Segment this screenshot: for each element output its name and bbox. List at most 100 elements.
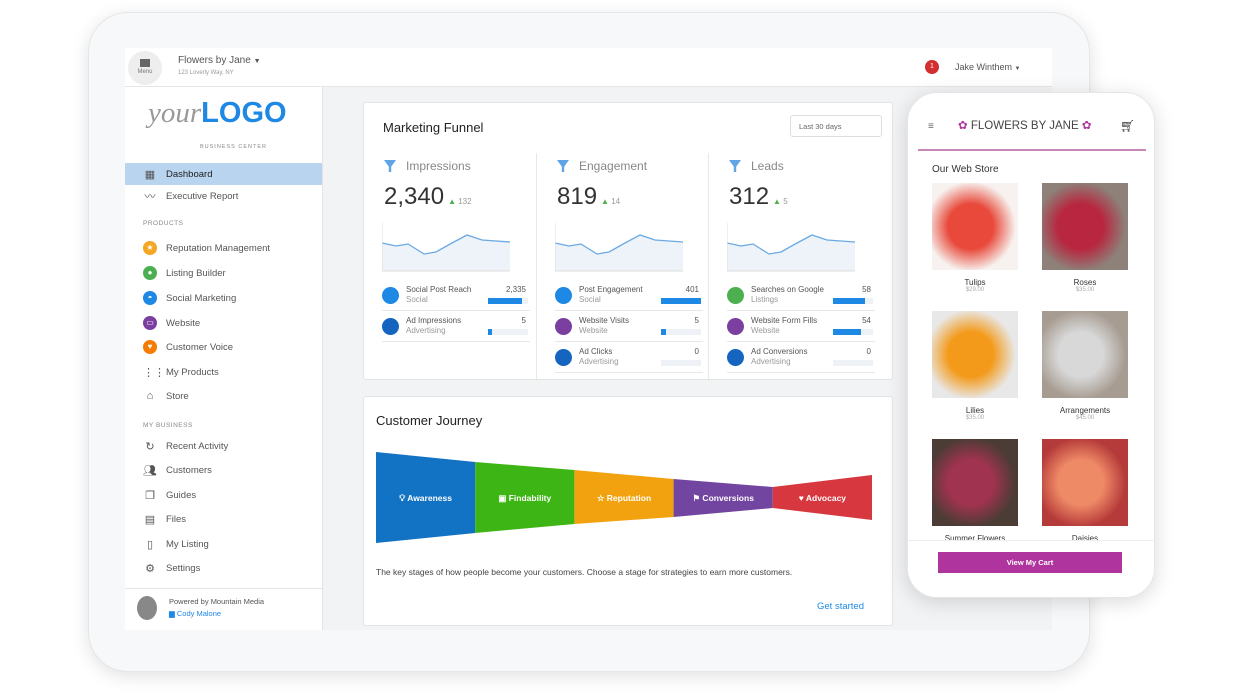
caret-down-icon: ▼ xyxy=(1014,66,1021,72)
product-card[interactable]: Arrangements $45.00 xyxy=(1042,311,1128,421)
phone-mockup: ≡ ✿ FLOWERS BY JANE ✿ 🛒︎ Our Web Store T… xyxy=(907,92,1155,598)
product-image xyxy=(1042,311,1128,398)
journey-stage-reputation[interactable]: ☆ Reputation xyxy=(574,470,674,524)
journey-stage-findability[interactable]: ▣ Findability xyxy=(475,462,575,533)
sidebar-item-recent-activity[interactable]: ↻ Recent Activity xyxy=(125,435,322,457)
journey-funnel: 💡︎ Awareness ▣ Findability ☆ Reputation ⚑ C… xyxy=(376,452,872,543)
journey-stage-conversions[interactable]: ⚑ Conversions xyxy=(673,479,773,517)
source-icon xyxy=(382,318,399,335)
menu-button[interactable]: Menu xyxy=(128,51,162,85)
nav-label: Guides xyxy=(166,489,197,501)
section-title: Our Web Store xyxy=(932,164,999,175)
gear-icon: ⚙ xyxy=(145,562,155,575)
nav-label: Settings xyxy=(166,562,201,574)
metric-row[interactable]: Website Form Fills Website 54 xyxy=(727,314,875,342)
website-icon: ▭ xyxy=(143,316,157,330)
funnel-icon xyxy=(384,160,396,172)
metric-value: 2,340 ▲ 132 xyxy=(384,183,472,210)
metric-delta: ▲ 5 xyxy=(773,197,788,206)
up-arrow-icon: ▲ xyxy=(448,197,456,206)
sidebar-item-my-products[interactable]: ⋮⋮ My Products xyxy=(125,361,322,383)
metric-row[interactable]: Ad Impressions Advertising 5 xyxy=(382,314,530,342)
sidebar-item-customers[interactable]: 👥︎ Customers xyxy=(125,459,322,481)
product-card[interactable]: Roses $35.00 xyxy=(1042,183,1128,293)
metric-row[interactable]: Post Engagement Social 401 xyxy=(555,283,703,311)
nav-label: Store xyxy=(166,390,189,402)
sidebar-item-store[interactable]: ⌂ Store xyxy=(125,385,322,407)
metric-row[interactable]: Searches on Google Listings 58 xyxy=(727,283,875,311)
section-products: PRODUCTS xyxy=(143,220,184,227)
stage-label: ⚑ Conversions xyxy=(692,493,754,503)
funnel-icon xyxy=(557,160,569,172)
metric-row[interactable]: Ad Conversions Advertising 0 xyxy=(727,345,875,373)
notification-count: 1 xyxy=(930,63,934,70)
sidebar-item-executive-report[interactable]: 〰 Executive Report xyxy=(125,185,322,207)
progress-bar xyxy=(833,298,873,304)
product-image xyxy=(932,311,1018,398)
notification-icon[interactable]: 1 xyxy=(925,60,939,74)
sidebar-item-dashboard[interactable]: ▦ Dashboard xyxy=(125,163,322,185)
user-menu[interactable]: Jake Winthem ▼ xyxy=(955,62,1021,72)
get-started-link[interactable]: Get started xyxy=(817,601,864,612)
funnel-column-leads: Leads 312 ▲ 5 Searches on Google Listings 5… xyxy=(708,153,878,381)
funnel-icon xyxy=(729,160,741,172)
sidebar-item-settings[interactable]: ⚙ Settings xyxy=(125,557,322,579)
stage-label: ☆ Reputation xyxy=(597,493,651,503)
file-icon: ▤ xyxy=(144,513,156,526)
sparkline xyxy=(727,223,855,272)
nav-label: Recent Activity xyxy=(166,440,229,452)
sidebar-item-reputation[interactable]: ★ Reputation Management xyxy=(125,237,322,259)
cart-icon[interactable]: 🛒︎ xyxy=(1120,119,1136,133)
product-card[interactable]: Daisies xyxy=(1042,439,1128,543)
sidebar-item-social-marketing[interactable]: ◓ Social Marketing xyxy=(125,287,322,309)
product-card[interactable]: Lilies $35.00 xyxy=(932,311,1018,421)
journey-stage-awareness[interactable]: 💡︎ Awareness xyxy=(376,452,476,543)
marketing-funnel-card: Marketing Funnel Last 30 days Impression… xyxy=(363,102,893,381)
business-switcher[interactable]: Flowers by Jane ▼ xyxy=(178,55,261,66)
nav-label: My Listing xyxy=(166,538,209,550)
store-icon xyxy=(140,59,150,67)
sidebar-item-customer-voice[interactable]: ♥ Customer Voice xyxy=(125,336,322,358)
progress-bar xyxy=(833,329,873,335)
phone-icon: ▯ xyxy=(146,538,154,551)
view-cart-button[interactable]: View My Cart xyxy=(938,552,1122,573)
contact-link[interactable]: ▆ Cody Malone xyxy=(169,609,222,618)
top-bar: Menu Flowers by Jane ▼ 123 Loverly Way, … xyxy=(125,48,1052,87)
hamburger-icon[interactable]: ≡ xyxy=(928,121,934,132)
caret-down-icon: ▼ xyxy=(253,58,261,65)
card-title: Marketing Funnel xyxy=(383,120,484,135)
dashboard-icon: ▦ xyxy=(144,168,156,181)
column-header: Engagement xyxy=(557,159,647,173)
progress-bar xyxy=(488,298,528,304)
logo-subtitle: BUSINESS CENTER xyxy=(200,144,267,150)
metric-value: 819 ▲ 14 xyxy=(557,183,621,210)
journey-stage-advocacy[interactable]: ♥ Advocacy xyxy=(772,475,872,520)
powered-by: Powered by Mountain Media xyxy=(169,597,265,606)
sidebar-item-files[interactable]: ▤ Files xyxy=(125,508,322,530)
nav-label: Executive Report xyxy=(166,190,239,202)
sidebar-item-guides[interactable]: ❐ Guides xyxy=(125,484,322,506)
progress-bar xyxy=(661,329,701,335)
stage-label: ▣ Findability xyxy=(498,493,551,503)
date-range-select[interactable]: Last 30 days xyxy=(790,115,882,137)
sparkline xyxy=(382,223,510,272)
guides-icon: ❐ xyxy=(145,489,155,502)
sidebar-item-website[interactable]: ▭ Website xyxy=(125,312,322,334)
sidebar-item-my-listing[interactable]: ▯ My Listing xyxy=(125,533,322,555)
store-icon: ⌂ xyxy=(146,390,154,402)
pin-icon: ● xyxy=(143,266,157,280)
metric-row[interactable]: Social Post Reach Social 2,335 xyxy=(382,283,530,311)
product-image xyxy=(1042,183,1128,270)
nav-label: Social Marketing xyxy=(166,292,237,304)
metric-row[interactable]: Website Visits Website 5 xyxy=(555,314,703,342)
user-name: Jake Winthem xyxy=(955,62,1013,72)
nav-label: Dashboard xyxy=(166,168,213,180)
journey-description: The key stages of how people become your… xyxy=(376,567,793,577)
progress-bar xyxy=(488,329,528,335)
product-card[interactable]: Summer Flowers xyxy=(932,439,1018,543)
grid-icon: ⋮⋮ xyxy=(143,366,165,379)
metric-row[interactable]: Ad Clicks Advertising 0 xyxy=(555,345,703,373)
sidebar-item-listing-builder[interactable]: ● Listing Builder xyxy=(125,262,322,284)
product-card[interactable]: Tulips $29.00 xyxy=(932,183,1018,293)
refresh-icon: ↻ xyxy=(145,440,155,453)
